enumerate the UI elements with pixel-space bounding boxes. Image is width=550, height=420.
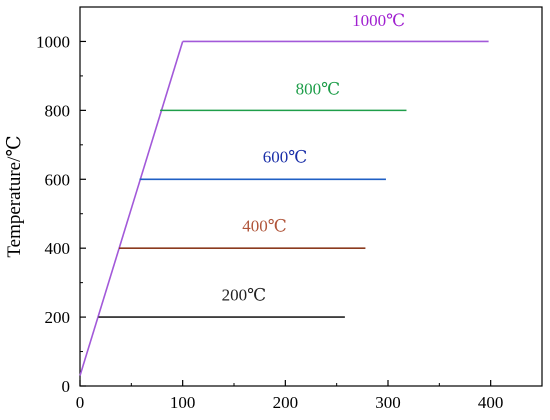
series-label-1000c: 1000℃ — [352, 11, 405, 30]
series-label-600c: 600℃ — [263, 147, 308, 166]
plot-area: 200℃ 400℃ 600℃ 800℃ 1000℃ — [79, 6, 543, 387]
y-tick-label: 0 — [62, 377, 71, 396]
x-tick-label: 300 — [375, 393, 401, 412]
x-tick-label: 100 — [170, 393, 196, 412]
y-tick-label: 600 — [45, 170, 71, 189]
y-tick-label: 800 — [45, 101, 71, 120]
plot-frame — [79, 6, 543, 387]
heating-ramp-line — [79, 41, 184, 376]
y-tick-label: 1000 — [36, 32, 70, 51]
x-tick-label: 200 — [273, 393, 299, 412]
series-label-200c: 200℃ — [222, 286, 267, 305]
series-label-400c: 400℃ — [242, 217, 287, 236]
y-axis-title: Temperature/℃ — [4, 135, 25, 257]
x-tick-label: 0 — [76, 393, 85, 412]
y-tick-label: 200 — [45, 308, 71, 327]
y-axis: 0 200 400 600 800 1000 — [36, 32, 86, 396]
series-label-800c: 800℃ — [296, 80, 341, 99]
y-tick-label: 400 — [45, 239, 71, 258]
x-tick-label: 400 — [478, 393, 504, 412]
x-axis: 0 100 200 300 400 — [76, 380, 504, 412]
